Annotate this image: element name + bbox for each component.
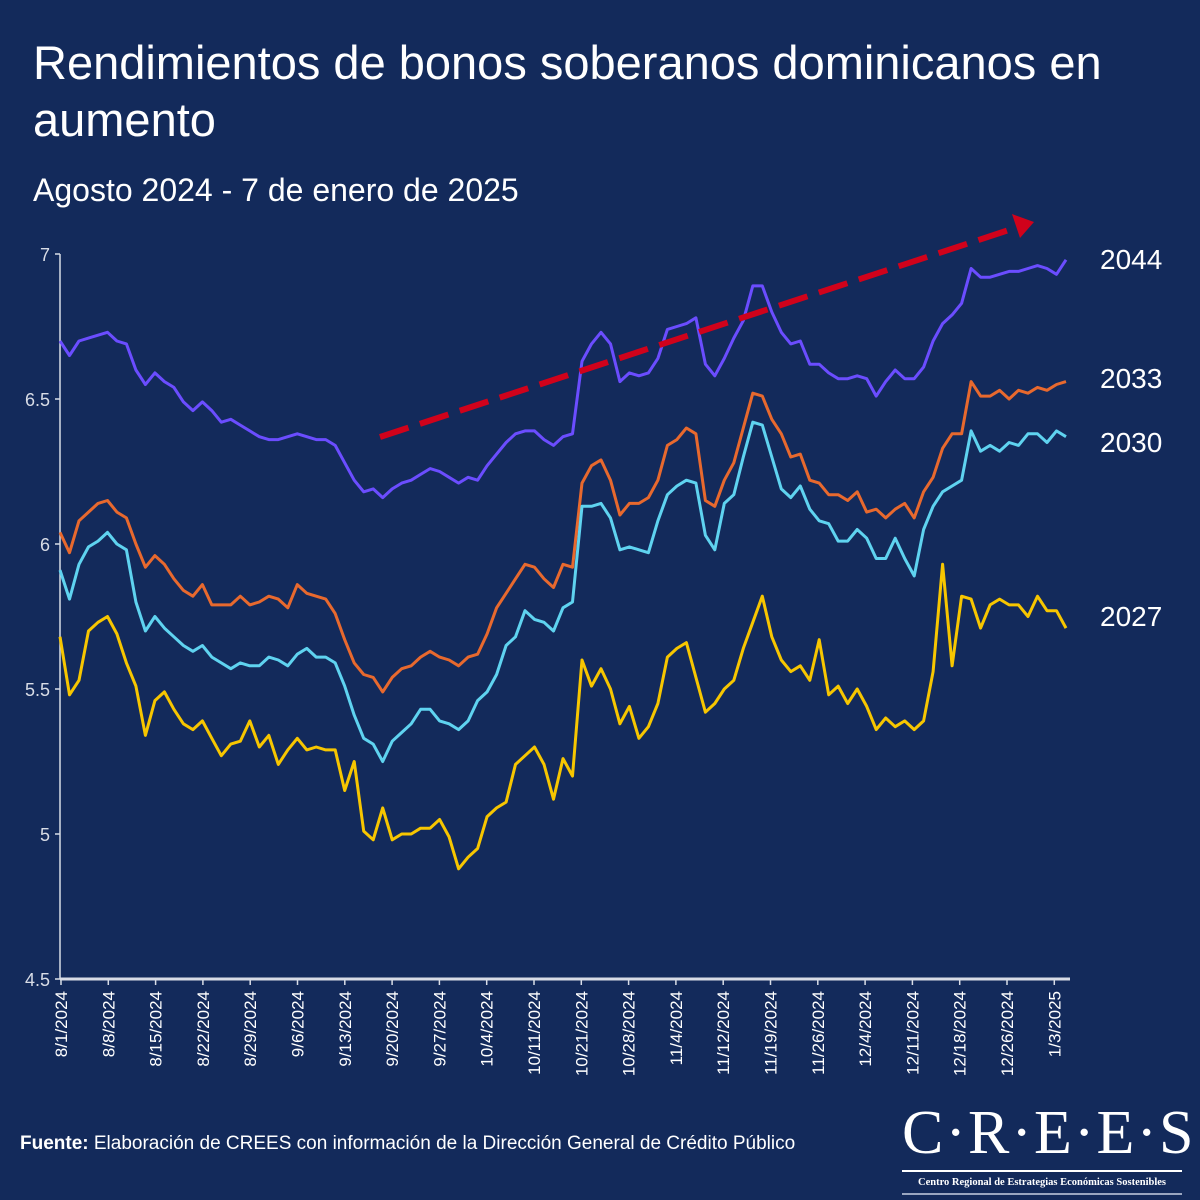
series-lines	[58, 258, 1068, 871]
trend-arrow-shaft	[379, 225, 1016, 440]
source-text: Elaboración de CREES con información de …	[88, 1133, 796, 1154]
x-tick-label: 12/11/2024	[903, 991, 922, 1075]
trend-arrow	[379, 214, 1034, 440]
x-tick-label: 10/4/2024	[478, 991, 497, 1067]
series-line-2027	[58, 562, 1068, 871]
chart-subtitle: Agosto 2024 - 7 de enero de 2025	[33, 172, 519, 208]
series-label-2033: 2033	[1100, 363, 1162, 394]
x-tick-label: 11/4/2024	[667, 991, 686, 1065]
x-tick-label: 10/21/2024	[572, 991, 591, 1076]
x-tick-label: 8/15/2024	[147, 991, 166, 1067]
source-note: Fuente: Elaboración de CREES con informa…	[20, 1133, 795, 1155]
series-labels: 2044 2033 2030 2027	[1100, 244, 1162, 632]
series-label-2030: 2030	[1100, 427, 1162, 458]
series-line-2030	[58, 420, 1067, 763]
y-tick-label: 4.5	[25, 970, 50, 990]
crees-logo: C·R·E·E·S Centro Regional de Estrategias…	[902, 1099, 1196, 1195]
y-tick-label: 6	[40, 535, 50, 555]
x-tick-label: 8/1/2024	[52, 991, 71, 1057]
y-tick-label: 7	[40, 245, 50, 265]
x-tick-label: 8/8/2024	[99, 991, 118, 1057]
chart-title: Rendimientos de bonos soberanos dominica…	[33, 36, 1102, 146]
y-tick-label: 5	[40, 825, 50, 845]
x-tick-label: 12/4/2024	[856, 991, 875, 1067]
x-tick-label: 10/28/2024	[620, 991, 639, 1076]
x-tick-label: 9/20/2024	[383, 991, 402, 1067]
axes: 4.5 5 5.5 6 6.5 7 8/1/2024 8/8/2024 8/15/2024 8/2…	[25, 245, 1070, 1076]
x-tick-label: 12/26/2024	[998, 991, 1017, 1076]
logo-mark: C·R·E·E·S	[902, 1099, 1196, 1167]
logo-subtitle: Centro Regional de Estrategias Económica…	[902, 1170, 1182, 1195]
x-tick-label: 11/12/2024	[714, 991, 733, 1075]
x-tick-label: 10/11/2024	[525, 991, 544, 1075]
y-tick-label: 5.5	[25, 680, 50, 700]
series-label-2027: 2027	[1100, 601, 1162, 632]
x-tick-label: 8/22/2024	[194, 991, 213, 1067]
series-line-2044	[58, 258, 1068, 500]
x-tick-label: 9/13/2024	[336, 991, 355, 1067]
series-label-2044: 2044	[1100, 244, 1162, 275]
series-line-2033	[58, 380, 1067, 694]
x-tick-label: 12/18/2024	[951, 991, 970, 1076]
x-tick-label: 8/29/2024	[241, 991, 260, 1067]
x-tick-label: 11/26/2024	[809, 991, 828, 1075]
x-tick-label: 11/19/2024	[762, 991, 781, 1075]
y-tick-label: 6.5	[25, 390, 50, 410]
x-tick-label: 9/27/2024	[430, 991, 449, 1067]
x-tick-label: 9/6/2024	[289, 991, 308, 1057]
trend-arrow-head	[1012, 214, 1034, 238]
source-label: Fuente:	[20, 1133, 89, 1154]
x-tick-label: 1/3/2025	[1045, 991, 1064, 1057]
